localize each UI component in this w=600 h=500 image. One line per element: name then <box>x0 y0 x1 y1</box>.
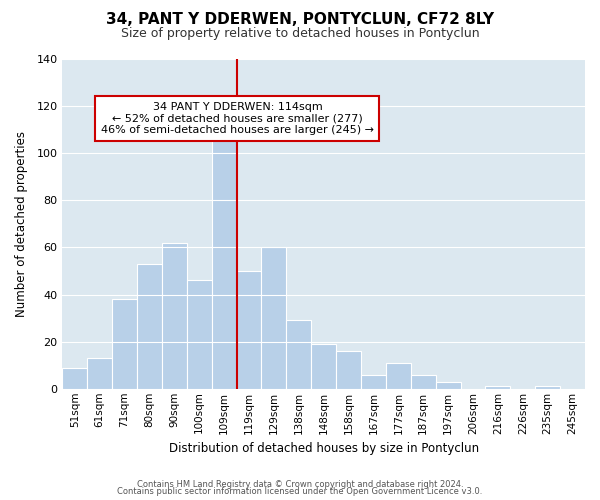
Bar <box>336 351 361 389</box>
Bar <box>236 271 262 389</box>
Bar <box>361 374 386 389</box>
Bar <box>212 122 236 389</box>
Text: 34 PANT Y DDERWEN: 114sqm
← 52% of detached houses are smaller (277)
46% of semi: 34 PANT Y DDERWEN: 114sqm ← 52% of detac… <box>101 102 374 135</box>
Text: Contains public sector information licensed under the Open Government Licence v3: Contains public sector information licen… <box>118 487 482 496</box>
Bar <box>411 374 436 389</box>
Bar <box>112 300 137 389</box>
Bar <box>286 320 311 389</box>
Text: Contains HM Land Registry data © Crown copyright and database right 2024.: Contains HM Land Registry data © Crown c… <box>137 480 463 489</box>
Bar <box>87 358 112 389</box>
Bar <box>162 242 187 389</box>
Bar <box>137 264 162 389</box>
Bar <box>436 382 461 389</box>
Bar <box>187 280 212 389</box>
X-axis label: Distribution of detached houses by size in Pontyclun: Distribution of detached houses by size … <box>169 442 479 455</box>
Y-axis label: Number of detached properties: Number of detached properties <box>15 131 28 317</box>
Bar <box>62 368 87 389</box>
Text: Size of property relative to detached houses in Pontyclun: Size of property relative to detached ho… <box>121 28 479 40</box>
Bar <box>386 363 411 389</box>
Text: 34, PANT Y DDERWEN, PONTYCLUN, CF72 8LY: 34, PANT Y DDERWEN, PONTYCLUN, CF72 8LY <box>106 12 494 28</box>
Bar <box>535 386 560 389</box>
Bar <box>311 344 336 389</box>
Bar <box>485 386 511 389</box>
Bar <box>262 248 286 389</box>
